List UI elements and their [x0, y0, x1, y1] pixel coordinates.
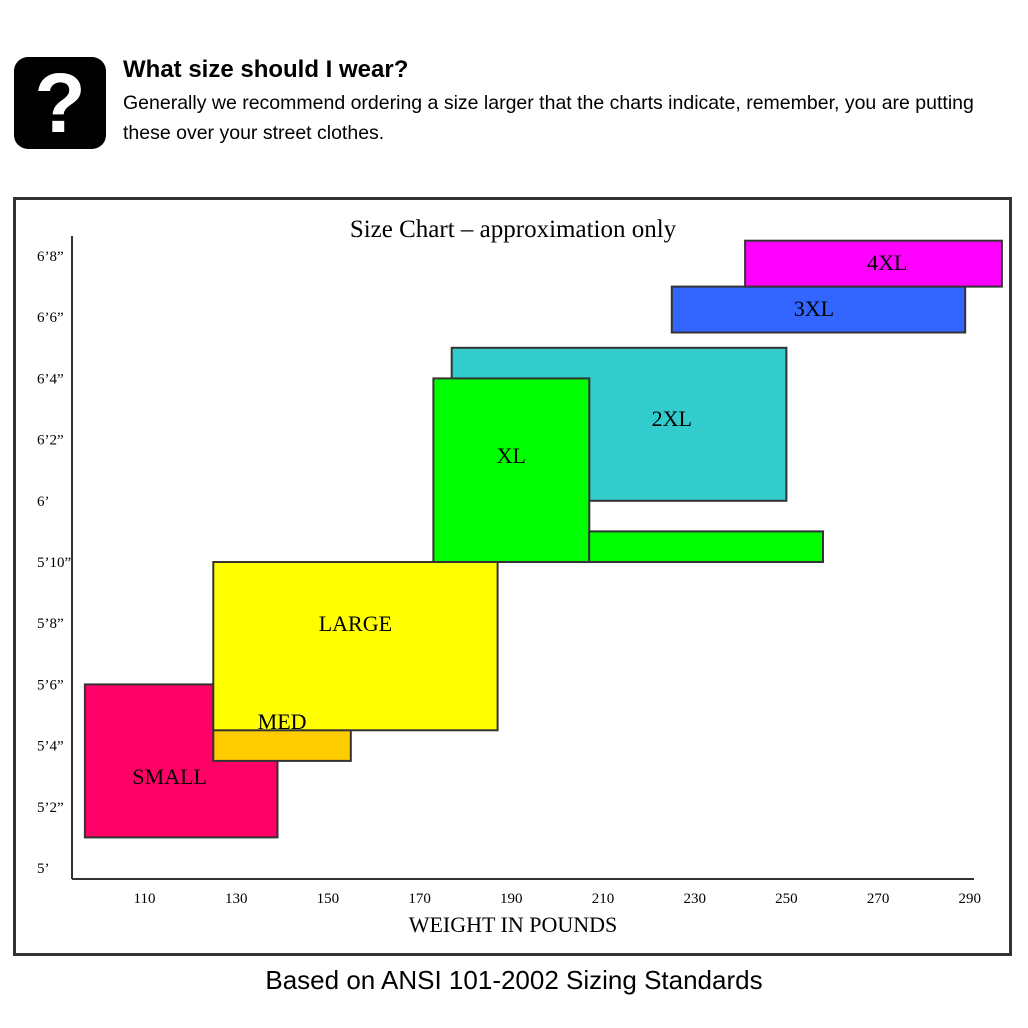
size-bar-xl: [432, 377, 591, 563]
chart-title: Size Chart – approximation only: [350, 216, 677, 243]
size-label-med: MED: [258, 709, 307, 734]
y-tick-label: 5’6”: [37, 677, 64, 693]
question-mark-glyph: ?: [34, 56, 86, 150]
size-label-2xl: 2XL: [652, 406, 692, 431]
y-tick-label: 5’10”: [37, 555, 71, 571]
size-bar-xl-extension: [588, 530, 825, 563]
size-label-xl: XL: [497, 443, 526, 468]
y-tick-label: 5’8”: [37, 616, 64, 632]
y-tick-label: 5’2”: [37, 800, 64, 816]
x-tick-label: 170: [408, 891, 431, 907]
x-tick-label: 190: [500, 891, 523, 907]
size-label-large: LARGE: [319, 611, 392, 636]
size-chart-plot: Size Chart – approximation only SMALL MED L…: [37, 216, 1003, 937]
x-tick-label: 290: [959, 891, 982, 907]
y-tick-label: 6’2”: [37, 433, 64, 449]
x-tick-label: 210: [592, 891, 615, 907]
size-label-4xl: 4XL: [867, 250, 907, 275]
size-label-3xl: 3XL: [794, 296, 834, 321]
size-chart: Size Chart – approximation only SMALL MED L…: [13, 197, 1012, 956]
y-tick-label: 6’: [37, 494, 50, 510]
x-tick-label: 110: [134, 891, 156, 907]
faq-answer: Generally we recommend ordering a size l…: [123, 92, 974, 144]
y-tick-label: 5’4”: [37, 739, 64, 755]
size-bar-large: [212, 561, 499, 732]
question-mark-icon: ?: [14, 57, 106, 149]
x-tick-label: 150: [317, 891, 340, 907]
y-tick-label: 5’: [37, 861, 50, 877]
x-tick-label: 230: [683, 891, 706, 907]
x-tick-label: 130: [225, 891, 248, 907]
y-tick-label: 6’8”: [37, 249, 64, 265]
x-tick-label: 270: [867, 891, 890, 907]
x-axis-label: WEIGHT IN POUNDS: [409, 912, 618, 937]
standards-footnote: Based on ANSI 101-2002 Sizing Standards: [265, 965, 763, 995]
y-tick-label: 6’4”: [37, 371, 64, 387]
size-bar-4xl: [744, 239, 1003, 288]
size-bar-3xl: [670, 285, 967, 334]
y-tick-label: 6’6”: [37, 310, 64, 326]
x-tick-label: 250: [775, 891, 798, 907]
size-label-small: SMALL: [132, 764, 207, 789]
faq-question: What size should I wear?: [123, 56, 409, 83]
